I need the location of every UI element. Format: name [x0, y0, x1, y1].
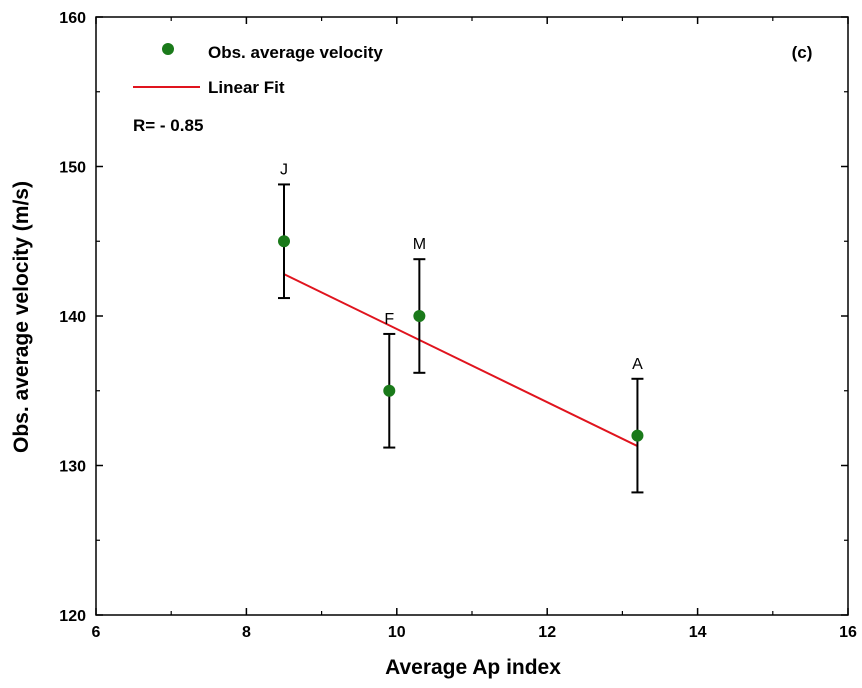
- y-tick-label: 150: [59, 160, 86, 177]
- panel-label: (c): [792, 43, 813, 62]
- legend-label-fit: Linear Fit: [208, 78, 285, 97]
- point-label: F: [384, 311, 394, 328]
- y-tick-label: 120: [59, 608, 86, 625]
- x-axis-title: Average Ap index: [385, 656, 561, 679]
- data-point: [413, 310, 426, 322]
- legend-marker-obs: [162, 43, 174, 55]
- data-point: [278, 235, 290, 248]
- y-tick-label: 130: [59, 459, 86, 476]
- plot-frame: [95, 16, 849, 616]
- y-tick-label: 160: [59, 10, 86, 27]
- y-axis-title: Obs. average velocity (m/s): [10, 181, 33, 453]
- x-tick-label: 8: [242, 624, 251, 641]
- y-tick-label: 140: [59, 309, 86, 326]
- point-label: J: [280, 161, 288, 178]
- r-annotation: R= - 0.85: [133, 116, 203, 135]
- legend: Obs. average velocity Linear Fit: [133, 43, 383, 97]
- x-tick-label: 16: [839, 624, 857, 641]
- fit-line: [283, 273, 638, 447]
- legend-label-obs: Obs. average velocity: [208, 43, 383, 62]
- plot-border: [95, 16, 849, 616]
- x-tick-label: 12: [538, 624, 556, 641]
- series-layer: J F M A: [278, 161, 644, 494]
- data-point: [631, 429, 644, 442]
- data-point: [383, 384, 396, 397]
- point-label: M: [413, 236, 426, 253]
- x-tick-label: 14: [689, 624, 707, 641]
- point-label: A: [632, 356, 643, 373]
- axis-ticks: 6 8 10 12 14 16 120 130 140 150 160: [59, 10, 857, 641]
- x-tick-label: 6: [92, 624, 101, 641]
- x-tick-label: 10: [388, 624, 406, 641]
